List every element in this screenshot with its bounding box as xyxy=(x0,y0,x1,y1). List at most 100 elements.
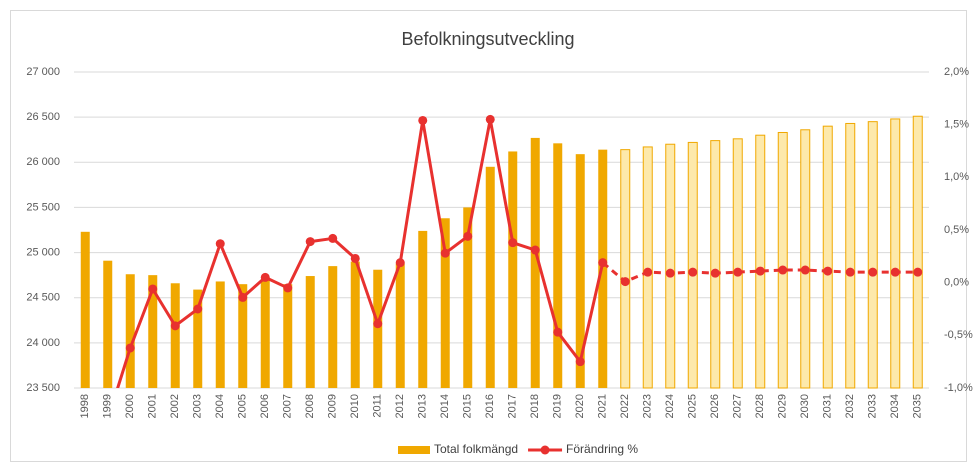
bar xyxy=(553,143,563,388)
y-tick-label: 27 000 xyxy=(26,66,60,78)
line-marker xyxy=(418,115,428,125)
bar xyxy=(867,121,878,389)
y-tick-label: 26 500 xyxy=(26,111,60,123)
bar xyxy=(822,125,833,389)
x-tick-label: 2023 xyxy=(642,394,654,418)
bar xyxy=(732,138,743,389)
x-tick-label: 2022 xyxy=(619,394,631,418)
x-tick-label: 2002 xyxy=(169,394,181,418)
line-marker xyxy=(643,267,653,277)
y2-tick-label: 0,5% xyxy=(944,224,969,236)
x-tick-label: 2010 xyxy=(349,394,361,418)
x-tick-label: 2031 xyxy=(822,394,834,418)
line-marker xyxy=(350,253,360,263)
bar xyxy=(395,263,405,388)
bar xyxy=(687,141,698,389)
line-marker xyxy=(238,292,248,302)
y-tick-label: 24 000 xyxy=(26,337,60,349)
x-tick-label: 2026 xyxy=(709,394,721,418)
bar xyxy=(463,207,473,388)
bar xyxy=(103,260,113,388)
x-tick-label: 2024 xyxy=(664,394,676,418)
y-tick-label: 26 000 xyxy=(26,156,60,168)
x-tick-label: 2029 xyxy=(777,394,789,418)
y2-tick-label: -0,5% xyxy=(944,329,973,341)
x-tick-label: 2003 xyxy=(192,394,204,418)
x-tick-label: 2007 xyxy=(282,394,294,418)
bar xyxy=(170,283,180,388)
line-marker xyxy=(665,268,675,278)
line-marker xyxy=(845,267,855,277)
x-tick-label: 2034 xyxy=(889,394,901,418)
line-marker xyxy=(575,357,585,367)
bar xyxy=(328,266,338,388)
y2-tick-label: 2,0% xyxy=(944,66,969,78)
bar xyxy=(530,137,540,388)
bar xyxy=(350,261,360,388)
bar xyxy=(710,140,721,389)
line-marker xyxy=(620,277,630,287)
x-tick-label: 2032 xyxy=(844,394,856,418)
bar xyxy=(148,275,158,388)
y-tick-label: 23 500 xyxy=(26,382,60,394)
line-marker xyxy=(755,266,765,276)
bar xyxy=(193,289,203,388)
x-tick-label: 2019 xyxy=(552,394,564,418)
legend-swatch xyxy=(398,446,430,454)
x-tick-label: 2017 xyxy=(507,394,519,418)
y2-tick-label: 1,5% xyxy=(944,119,969,131)
bar xyxy=(283,284,293,388)
line-marker xyxy=(395,258,405,268)
x-tick-label: 2028 xyxy=(754,394,766,418)
bar xyxy=(912,115,923,389)
bar xyxy=(845,122,856,389)
y2-tick-label: -1,0% xyxy=(944,382,973,394)
bar xyxy=(238,284,248,388)
line-marker xyxy=(868,267,878,277)
line-marker xyxy=(328,233,338,243)
x-tick-label: 2016 xyxy=(484,394,496,418)
line-marker xyxy=(463,231,473,241)
bar xyxy=(125,274,135,388)
line-marker xyxy=(913,267,923,277)
x-tick-label: 2015 xyxy=(462,394,474,418)
bar xyxy=(215,281,225,388)
bar xyxy=(800,129,811,389)
x-tick-label: 1998 xyxy=(79,394,91,418)
line-marker xyxy=(215,239,225,249)
bar xyxy=(373,269,383,388)
x-tick-label: 2035 xyxy=(912,394,924,418)
line-marker xyxy=(890,267,900,277)
x-tick-label: 2001 xyxy=(147,394,159,418)
x-tick-label: 2004 xyxy=(214,394,226,418)
x-tick-label: 2033 xyxy=(867,394,879,418)
line-marker xyxy=(733,267,743,277)
line-marker xyxy=(283,283,293,293)
line-marker xyxy=(553,327,563,337)
line-marker xyxy=(598,258,608,268)
bar xyxy=(575,154,585,388)
line-marker xyxy=(823,266,833,276)
bar xyxy=(777,131,788,389)
y-tick-label: 25 500 xyxy=(26,201,60,213)
bar xyxy=(260,279,270,388)
x-tick-label: 2011 xyxy=(372,394,384,418)
line-marker xyxy=(710,268,720,278)
line-marker xyxy=(305,237,315,247)
x-tick-label: 2013 xyxy=(417,394,429,418)
bar xyxy=(890,118,901,389)
bar xyxy=(418,230,428,388)
x-tick-label: 2006 xyxy=(259,394,271,418)
x-tick-label: 2018 xyxy=(529,394,541,418)
bar xyxy=(305,276,315,388)
x-tick-label: 2020 xyxy=(574,394,586,418)
line-marker xyxy=(778,265,788,275)
y-tick-label: 24 500 xyxy=(26,292,60,304)
x-tick-label: 2012 xyxy=(394,394,406,418)
bar xyxy=(508,151,518,388)
y2-tick-label: 0,0% xyxy=(944,277,969,289)
line-marker xyxy=(170,321,180,331)
x-tick-label: 2027 xyxy=(732,394,744,418)
bar xyxy=(665,143,676,389)
legend-label: Total folkmängd xyxy=(434,442,518,456)
